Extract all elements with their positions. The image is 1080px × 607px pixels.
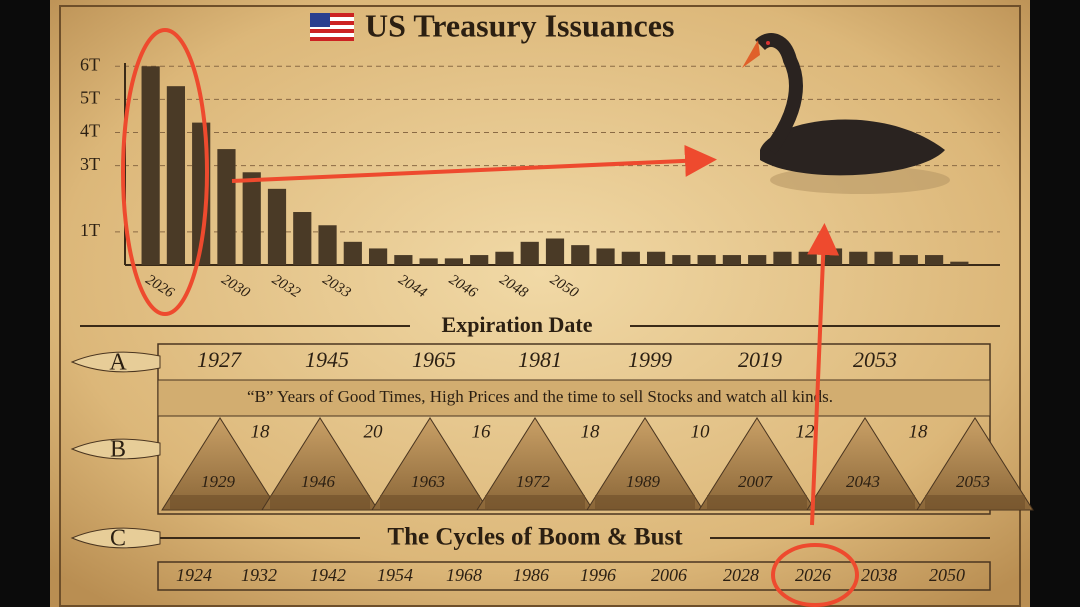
bar [849,251,868,265]
bar [470,255,489,265]
c-year: 2028 [723,565,759,585]
c-year: 1932 [241,565,277,585]
pointer-hand [70,438,161,460]
y-tick-label: 6T [80,54,100,74]
b-caption: “B” Years of Good Times, High Prices and… [247,387,833,406]
a-year: 1999 [628,347,672,372]
cycle-base [170,495,270,510]
bar [293,212,312,265]
bar [697,255,716,265]
pointer-hand [70,351,161,373]
bar [621,251,640,265]
bar [520,241,539,265]
bar [267,188,287,265]
bar [571,245,590,265]
peak-year: 1929 [201,472,236,491]
b-duration: 18 [251,421,271,442]
bar [141,66,160,265]
c-year: 2006 [651,565,687,585]
y-tick-label: 5T [80,88,100,108]
swan [742,33,950,194]
c-year: 1954 [377,565,413,585]
cycles-title: The Cycles of Boom & Bust [387,524,683,551]
bar [217,149,236,265]
x-axis-title: Expiration Date [442,312,593,337]
bar [495,251,514,265]
bar [748,255,767,265]
a-year: 2053 [853,347,897,372]
cycle-base [595,495,695,510]
c-year: 1996 [580,565,616,585]
peak-year: 1963 [411,472,445,491]
parchment [50,0,1030,607]
bar [242,172,261,265]
peak-year: 2043 [846,472,880,491]
b-duration: 12 [796,421,816,442]
years-band [157,561,991,591]
bar [950,261,969,265]
peak-year: 1946 [301,472,336,491]
c-year: 2050 [929,565,965,585]
c-year: 1968 [446,565,482,585]
cycle-base [380,495,480,510]
y-tick-label: 4T [80,121,100,141]
y-tick-label: 3T [80,154,100,174]
bar [343,241,362,265]
a-year: 1981 [518,347,562,372]
bar [722,255,742,265]
bar [899,255,918,265]
peak-year: 2007 [738,472,774,491]
c-year: 1986 [513,565,549,585]
a-year: 1945 [305,347,349,372]
peak-year: 1972 [516,472,551,491]
c-year: 1924 [176,565,212,585]
cycle-base [815,495,915,510]
cycles-panel: A B C 1927 1945 1965 1981 1999 2019 2053 “B” Years… [70,343,1034,591]
bar [394,255,413,265]
row-label: C [110,526,126,552]
chart-title: US Treasury Issuances [365,7,674,43]
bar [924,255,944,265]
panel [157,343,991,515]
c-year: 2038 [861,565,897,585]
b-duration: 18 [909,421,929,442]
peak-year: 1989 [626,472,661,491]
cycle-base [925,495,1025,510]
b-duration: 16 [472,421,492,442]
a-year: 1965 [412,347,456,372]
peak-year: 2053 [956,472,990,491]
cycle-base [270,495,370,510]
frame [59,5,1021,607]
b-duration: 18 [581,421,601,442]
bar [798,251,817,265]
cycle-base [707,495,807,510]
bar [545,238,565,265]
cycle-base [485,495,585,510]
bar [596,248,615,265]
b-duration: 10 [691,421,711,442]
row-label: A [109,350,127,376]
bar [874,251,893,265]
a-year: 1927 [197,347,242,372]
b-duration: 20 [364,421,384,442]
a-year: 2019 [738,347,782,372]
row-label: B [110,437,126,463]
annotations [121,28,859,607]
c-year: 2026 [795,565,831,585]
bar [166,86,186,265]
bar [419,258,438,265]
bar [318,225,337,265]
bar [444,258,464,265]
bar [368,248,388,265]
c-year: 1942 [310,565,346,585]
caption-band [157,379,991,417]
bar [646,251,666,265]
bar [672,255,691,265]
bar [773,251,792,265]
bar [823,248,843,265]
flag [310,13,354,41]
y-tick-label: 1T [80,220,100,240]
